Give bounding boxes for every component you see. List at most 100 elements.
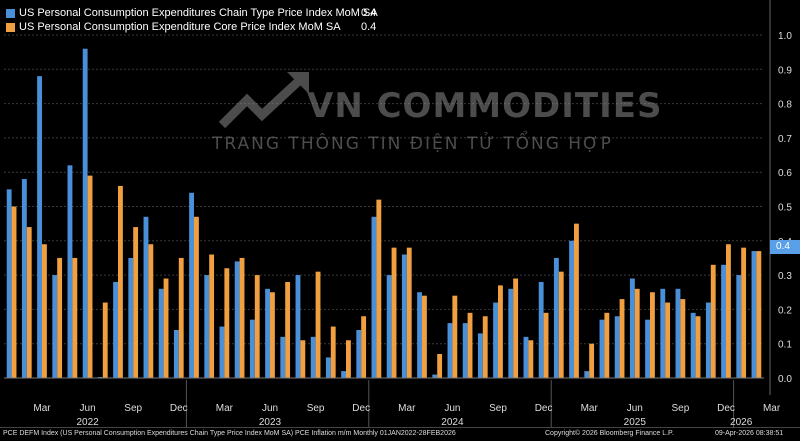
y-tick-label: 0.7 [778, 134, 792, 145]
bar-core [695, 316, 701, 378]
x-tick-label: Sep [307, 403, 325, 414]
bar-headline [356, 329, 362, 378]
bar-headline [341, 371, 346, 378]
bar-core [224, 268, 230, 378]
bar-core [178, 257, 184, 378]
bar-headline [629, 278, 635, 378]
series2-swatch [6, 22, 15, 32]
year-label: 2022 [76, 417, 99, 428]
bar-core [11, 206, 17, 378]
bar-core [406, 247, 412, 378]
bars [6, 48, 762, 378]
bar-headline [477, 333, 483, 378]
bar-headline [52, 275, 58, 378]
bar-core [482, 316, 488, 378]
legend-item-series1[interactable]: US Personal Consumption Expenditures Cha… [6, 6, 378, 20]
series1-value: 0.4 [361, 7, 377, 19]
bar-core [756, 251, 762, 378]
bar-core [589, 343, 595, 378]
bar-headline [128, 257, 134, 378]
bar-core [315, 271, 321, 378]
bar-headline [675, 288, 681, 378]
x-tick-label: Jun [627, 403, 643, 414]
bar-core [194, 216, 199, 378]
bar-core [619, 299, 625, 378]
y-tick-label: 0.2 [778, 305, 792, 316]
x-tick-label: Mar [398, 403, 416, 414]
bar-headline [447, 323, 453, 378]
bar-core [680, 299, 686, 378]
footer-source: PCE DEFM Index (US Personal Consumption … [3, 430, 456, 437]
series1-name: US Personal Consumption Expenditures Cha… [19, 7, 378, 19]
x-tick-label: Dec [170, 403, 188, 414]
y-tick-label: 0.6 [778, 168, 792, 179]
bar-headline [37, 76, 42, 378]
x-tick-label: Dec [535, 403, 553, 414]
bar-core [300, 340, 306, 378]
bar-core [543, 312, 549, 378]
bar-core [26, 227, 32, 378]
x-tick-label: Sep [489, 403, 507, 414]
bar-core [42, 244, 47, 378]
bar-core [270, 292, 275, 378]
bar-headline [417, 292, 422, 378]
series2-value: 0.4 [361, 21, 377, 33]
bar-core [726, 244, 731, 378]
series1-swatch [6, 8, 15, 18]
bar-headline [690, 312, 696, 378]
bar-core [513, 278, 519, 378]
y-tick-label: 1.0 [778, 31, 792, 42]
bar-headline [645, 319, 650, 378]
bar-core [148, 244, 154, 378]
year-label: 2025 [624, 417, 647, 428]
bar-core [57, 257, 63, 378]
bar-core [574, 223, 579, 378]
bar-core [498, 285, 503, 378]
x-tick-label: Mar [216, 403, 234, 414]
bar-headline [462, 323, 468, 378]
bar-headline [371, 216, 377, 378]
bar-headline [280, 336, 286, 378]
y-tick-label: 0.1 [778, 340, 792, 351]
footer-timestamp: 09-Apr-2026 08:38:51 [715, 430, 784, 437]
footer: PCE DEFM Index (US Personal Consumption … [0, 427, 800, 441]
bar-headline [705, 302, 711, 378]
bar-headline [173, 329, 179, 378]
bar-headline [614, 316, 620, 378]
bar-headline [234, 261, 240, 378]
bar-core [254, 275, 260, 378]
y-tick-label: 0.9 [778, 65, 792, 76]
bar-headline [265, 288, 270, 378]
bar-headline [310, 336, 316, 378]
bar-headline [249, 319, 255, 378]
bar-headline [751, 251, 757, 378]
bar-headline [660, 288, 666, 378]
x-tick-label: Jun [262, 403, 278, 414]
legend-item-series2[interactable]: US Personal Consumption Expenditure Core… [6, 20, 376, 34]
last-value-badge: 0.4 [770, 240, 800, 254]
bar-core [558, 271, 564, 378]
bar-headline [721, 264, 726, 378]
series2-name: US Personal Consumption Expenditure Core… [19, 21, 341, 33]
bar-core [741, 247, 747, 378]
bar-core [285, 281, 291, 378]
bar-headline [599, 319, 605, 378]
bar-core [346, 340, 351, 378]
x-tick-label: Mar [763, 403, 781, 414]
bar-headline [158, 288, 164, 378]
bar-headline [67, 165, 73, 378]
bar-headline [6, 189, 12, 378]
bar-core [650, 292, 655, 378]
bar-headline [21, 179, 27, 378]
bar-headline [113, 281, 118, 378]
bar-headline [584, 371, 590, 378]
bar-headline [82, 48, 88, 378]
bar-headline [493, 302, 498, 378]
bar-headline [219, 326, 225, 378]
bar-core [361, 316, 367, 378]
bar-headline [386, 275, 392, 378]
footer-copyright: Copyright© 2026 Bloomberg Finance L.P. [545, 430, 674, 437]
bar-core [391, 247, 397, 378]
bar-core [467, 312, 473, 378]
bar-core [634, 288, 640, 378]
